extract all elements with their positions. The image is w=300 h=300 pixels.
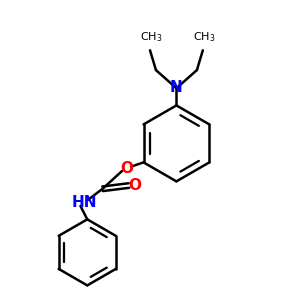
- Text: N: N: [170, 80, 183, 95]
- Text: HN: HN: [72, 195, 97, 210]
- Text: O: O: [128, 178, 141, 193]
- Text: O: O: [120, 161, 133, 176]
- Text: CH$_3$: CH$_3$: [193, 31, 216, 44]
- Text: CH$_3$: CH$_3$: [140, 31, 163, 44]
